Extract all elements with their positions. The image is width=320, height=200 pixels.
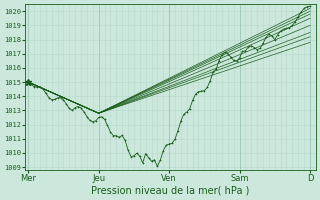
X-axis label: Pression niveau de la mer( hPa ): Pression niveau de la mer( hPa ) xyxy=(92,186,250,196)
